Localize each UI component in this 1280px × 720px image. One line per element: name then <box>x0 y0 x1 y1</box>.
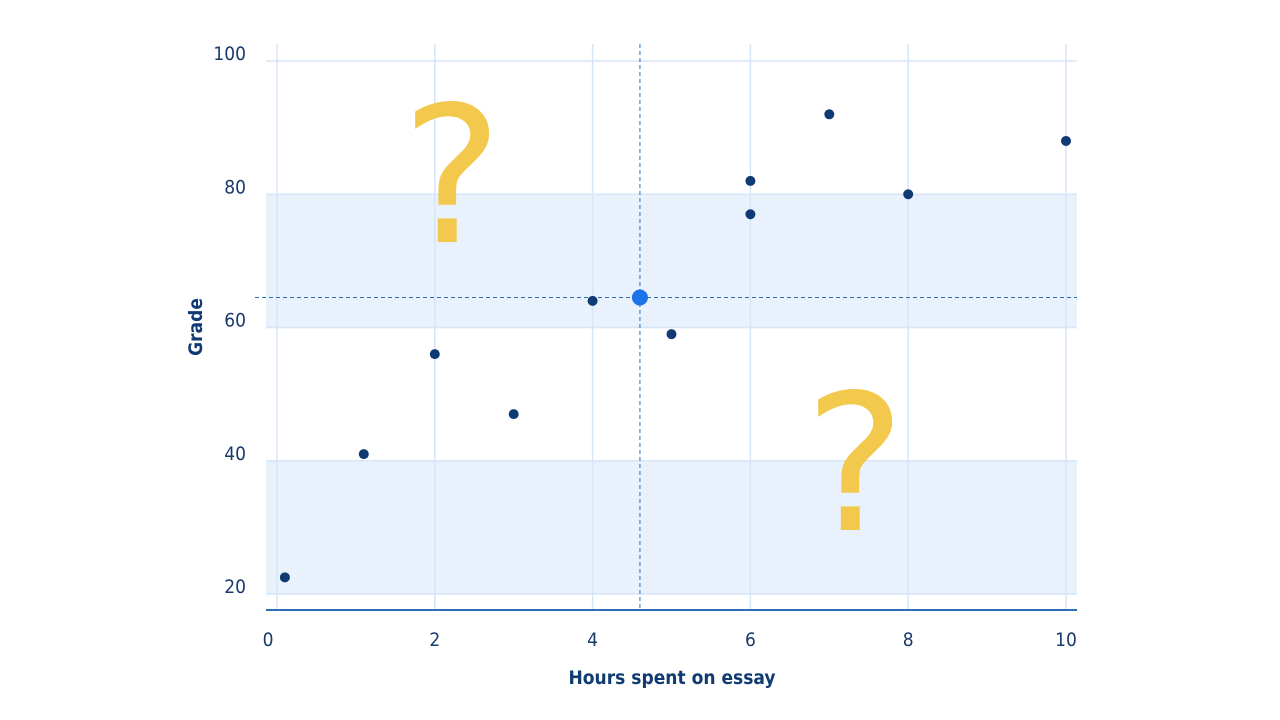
x-axis-title: Hours spent on essay <box>569 667 776 689</box>
band-layer <box>266 194 1077 594</box>
y-tick-label: 20 <box>224 576 246 598</box>
x-tick-labels: 0 2 4 6 8 10 <box>263 629 1077 651</box>
data-point <box>358 449 369 460</box>
x-tick-label: 4 <box>587 629 598 651</box>
highlight-band <box>266 460 1077 594</box>
y-tick-label: 100 <box>213 43 246 65</box>
highlight-band <box>266 194 1077 328</box>
data-point <box>587 295 598 306</box>
data-point <box>666 329 677 340</box>
data-point <box>824 109 835 120</box>
data-point <box>429 349 440 360</box>
y-tick-label: 40 <box>224 443 246 465</box>
data-point <box>903 189 914 200</box>
points-layer <box>279 109 1071 583</box>
highlighted-data-point <box>631 289 648 306</box>
data-point <box>279 572 290 583</box>
data-point <box>745 209 756 220</box>
annotation-layer: ? ? <box>402 66 906 575</box>
y-tick-label: 60 <box>224 310 246 332</box>
y-tick-labels: 20 40 60 80 100 <box>213 43 246 598</box>
question-mark-annotation: ? <box>805 354 906 575</box>
data-point <box>1061 135 1071 146</box>
data-point <box>745 175 756 186</box>
crosshair-layer <box>255 44 1077 610</box>
x-tick-label: 0 <box>263 629 274 651</box>
x-tick-label: 8 <box>903 629 914 651</box>
data-point <box>508 409 519 420</box>
x-tick-label: 6 <box>745 629 756 651</box>
question-mark-annotation: ? <box>402 66 503 287</box>
x-tick-label: 2 <box>429 629 440 651</box>
x-tick-label: 10 <box>1055 629 1077 651</box>
y-axis-title: Grade <box>185 298 207 356</box>
y-tick-label: 80 <box>224 176 246 198</box>
